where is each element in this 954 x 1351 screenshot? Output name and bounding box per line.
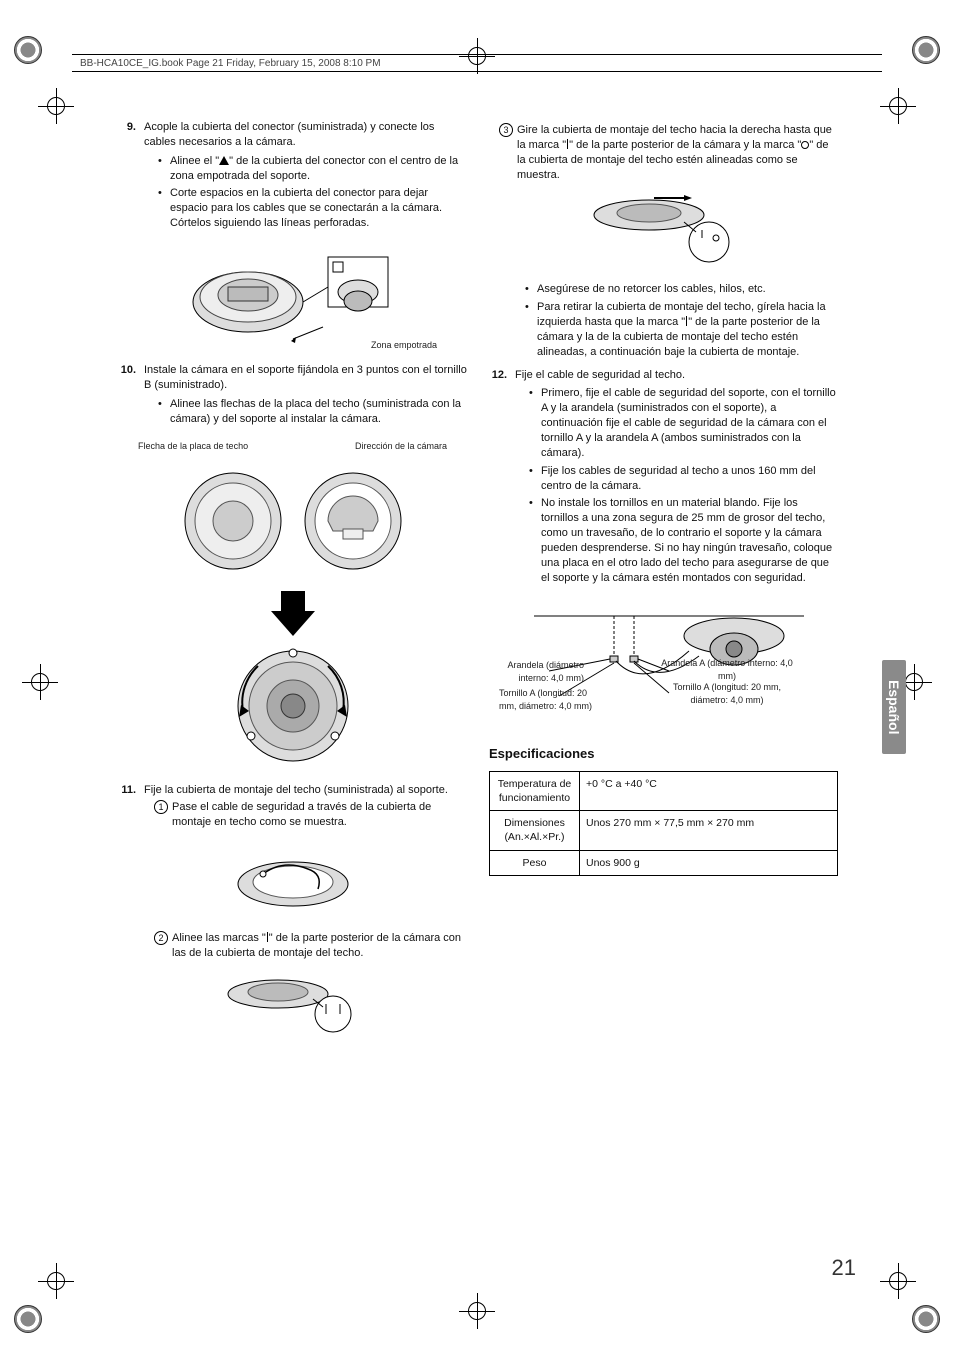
spec-r3c2: Unos 900 ɡ	[580, 850, 838, 875]
step-12-bullet-2: Fije los cables de seguridad al techo a …	[529, 464, 838, 494]
reg-mark-inner-tr	[886, 94, 910, 118]
spec-r1c1: Temperatura de funcionamiento	[490, 771, 580, 810]
figure-step-12: Arandela (diámetro interno: 4,0 mm) Torn…	[489, 601, 838, 731]
fig9-caption: Zona empotrada	[118, 339, 437, 351]
step-11-sub-1: 1 Pase el cable de seguridad a través de…	[154, 800, 467, 830]
step-9: 9. Acople la cubierta del conector (sumi…	[118, 120, 467, 239]
figure-step-11a	[118, 844, 467, 919]
reg-mark-inner-br	[886, 1269, 910, 1293]
circle-mark-icon	[801, 141, 809, 149]
fig10-label-right: Dirección de la cámara	[355, 440, 447, 452]
step-11-sub-1-text: Pase el cable de seguridad a través de l…	[172, 800, 467, 830]
triangle-icon	[219, 156, 229, 165]
reg-mark-bottom	[465, 1299, 489, 1323]
step-9-num: 9.	[118, 120, 144, 239]
step-12-bullet-3: No instale los tornillos en un material …	[529, 496, 838, 585]
spec-heading: Especificaciones	[489, 745, 838, 763]
step-11-sub-3-text: Gire la cubierta de montaje del techo ha…	[517, 123, 838, 182]
bar-mark-icon-2	[567, 139, 568, 149]
step-12-text: Fije el cable de seguridad al techo.	[515, 368, 838, 383]
fig10-label-left: Flecha de la placa de techo	[138, 440, 248, 452]
language-tab: Español	[882, 660, 906, 754]
step-9-bullet-2: Corte espacios en la cubierta del conect…	[158, 186, 467, 231]
bar-mark-icon-3	[686, 316, 687, 326]
spec-r2c2: Unos 270 mm × 77,5 mm × 270 mm	[580, 811, 838, 850]
circled-3-icon: 3	[499, 123, 513, 137]
spec-r2c1: Dimensiones (An.×Al.×Pr.)	[490, 811, 580, 850]
page-content: 9. Acople la cubierta del conector (sumi…	[118, 120, 838, 1051]
step-12-bullet-1: Primero, fije el cable de seguridad del …	[529, 386, 838, 460]
left-column: 9. Acople la cubierta del conector (sumi…	[118, 120, 467, 1051]
fig12-l2: Tornillo A (longitud: 20 mm, diámetro: 4…	[499, 687, 604, 711]
reg-mark-inner-tl	[44, 94, 68, 118]
spec-row-2: Dimensiones (An.×Al.×Pr.) Unos 270 mm × …	[490, 811, 838, 850]
figure-step-10	[118, 461, 467, 771]
step-11-sub-2-text: Alinee las marcas "" de la parte posteri…	[172, 931, 467, 961]
crop-mark-br	[912, 1305, 940, 1333]
crop-mark-tl	[14, 36, 42, 64]
step-10-bullet-1: Alinee las flechas de la placa del techo…	[158, 397, 467, 427]
spec-r1c2: +0 °C a +40 °C	[580, 771, 838, 810]
reg-mark-inner-bl	[44, 1269, 68, 1293]
step-11: 11. Fije la cubierta de montaje del tech…	[118, 783, 467, 837]
figure-step-9: Zona empotrada	[118, 247, 467, 351]
spec-row-3: Peso Unos 900 ɡ	[490, 850, 838, 875]
page-number: 21	[832, 1255, 856, 1281]
header-text: BB-HCA10CE_IG.book Page 21 Friday, Febru…	[72, 58, 381, 69]
step-10-text: Instale la cámara en el soporte fijándol…	[144, 363, 467, 393]
fig10-labels: Flecha de la placa de techo Dirección de…	[118, 440, 467, 452]
step-11-text: Fije la cubierta de montaje del techo (s…	[144, 783, 467, 798]
step-11-sub-3: 3 Gire la cubierta de montaje del techo …	[499, 123, 838, 182]
step-11-sub-2: 2 Alinee las marcas "" de la parte poste…	[154, 931, 467, 961]
circled-1-icon: 1	[154, 800, 168, 814]
circled-2-icon: 2	[154, 931, 168, 945]
figure-step-11c	[489, 190, 838, 270]
step-10: 10. Instale la cámara en el soporte fijá…	[118, 363, 467, 434]
fig12-l1: Arandela (diámetro interno: 4,0 mm)	[489, 659, 584, 683]
step-9-text: Acople la cubierta del conector (suminis…	[144, 120, 467, 150]
step-12: 12. Fije el cable de seguridad al techo.…	[489, 368, 838, 594]
fig12-r2: Tornillo A (longitud: 20 mm, diámetro: 4…	[657, 681, 797, 705]
reg-mark-left	[28, 670, 52, 694]
spec-table: Temperatura de funcionamiento +0 °C a +4…	[489, 771, 838, 876]
header-bar: BB-HCA10CE_IG.book Page 21 Friday, Febru…	[72, 54, 882, 72]
bar-mark-icon	[267, 932, 268, 942]
after3-bullet-2: Para retirar la cubierta de montaje del …	[525, 300, 838, 359]
spec-r3c1: Peso	[490, 850, 580, 875]
fig12-r1: Arandela A (diámetro interno: 4,0 mm)	[657, 657, 797, 681]
step-9-bullet-1: Alinee el "" de la cubierta del conector…	[158, 154, 467, 184]
spec-row-1: Temperatura de funcionamiento +0 °C a +4…	[490, 771, 838, 810]
crop-mark-tr	[912, 36, 940, 64]
after3-bullet-1: Asegúrese de no retorcer los cables, hil…	[525, 282, 838, 297]
step-12-num: 12.	[489, 368, 515, 594]
step-11-num: 11.	[118, 783, 144, 837]
crop-mark-bl	[14, 1305, 42, 1333]
right-column: 3 Gire la cubierta de montaje del techo …	[489, 120, 838, 1051]
step-10-num: 10.	[118, 363, 144, 434]
figure-step-11b	[118, 969, 467, 1039]
